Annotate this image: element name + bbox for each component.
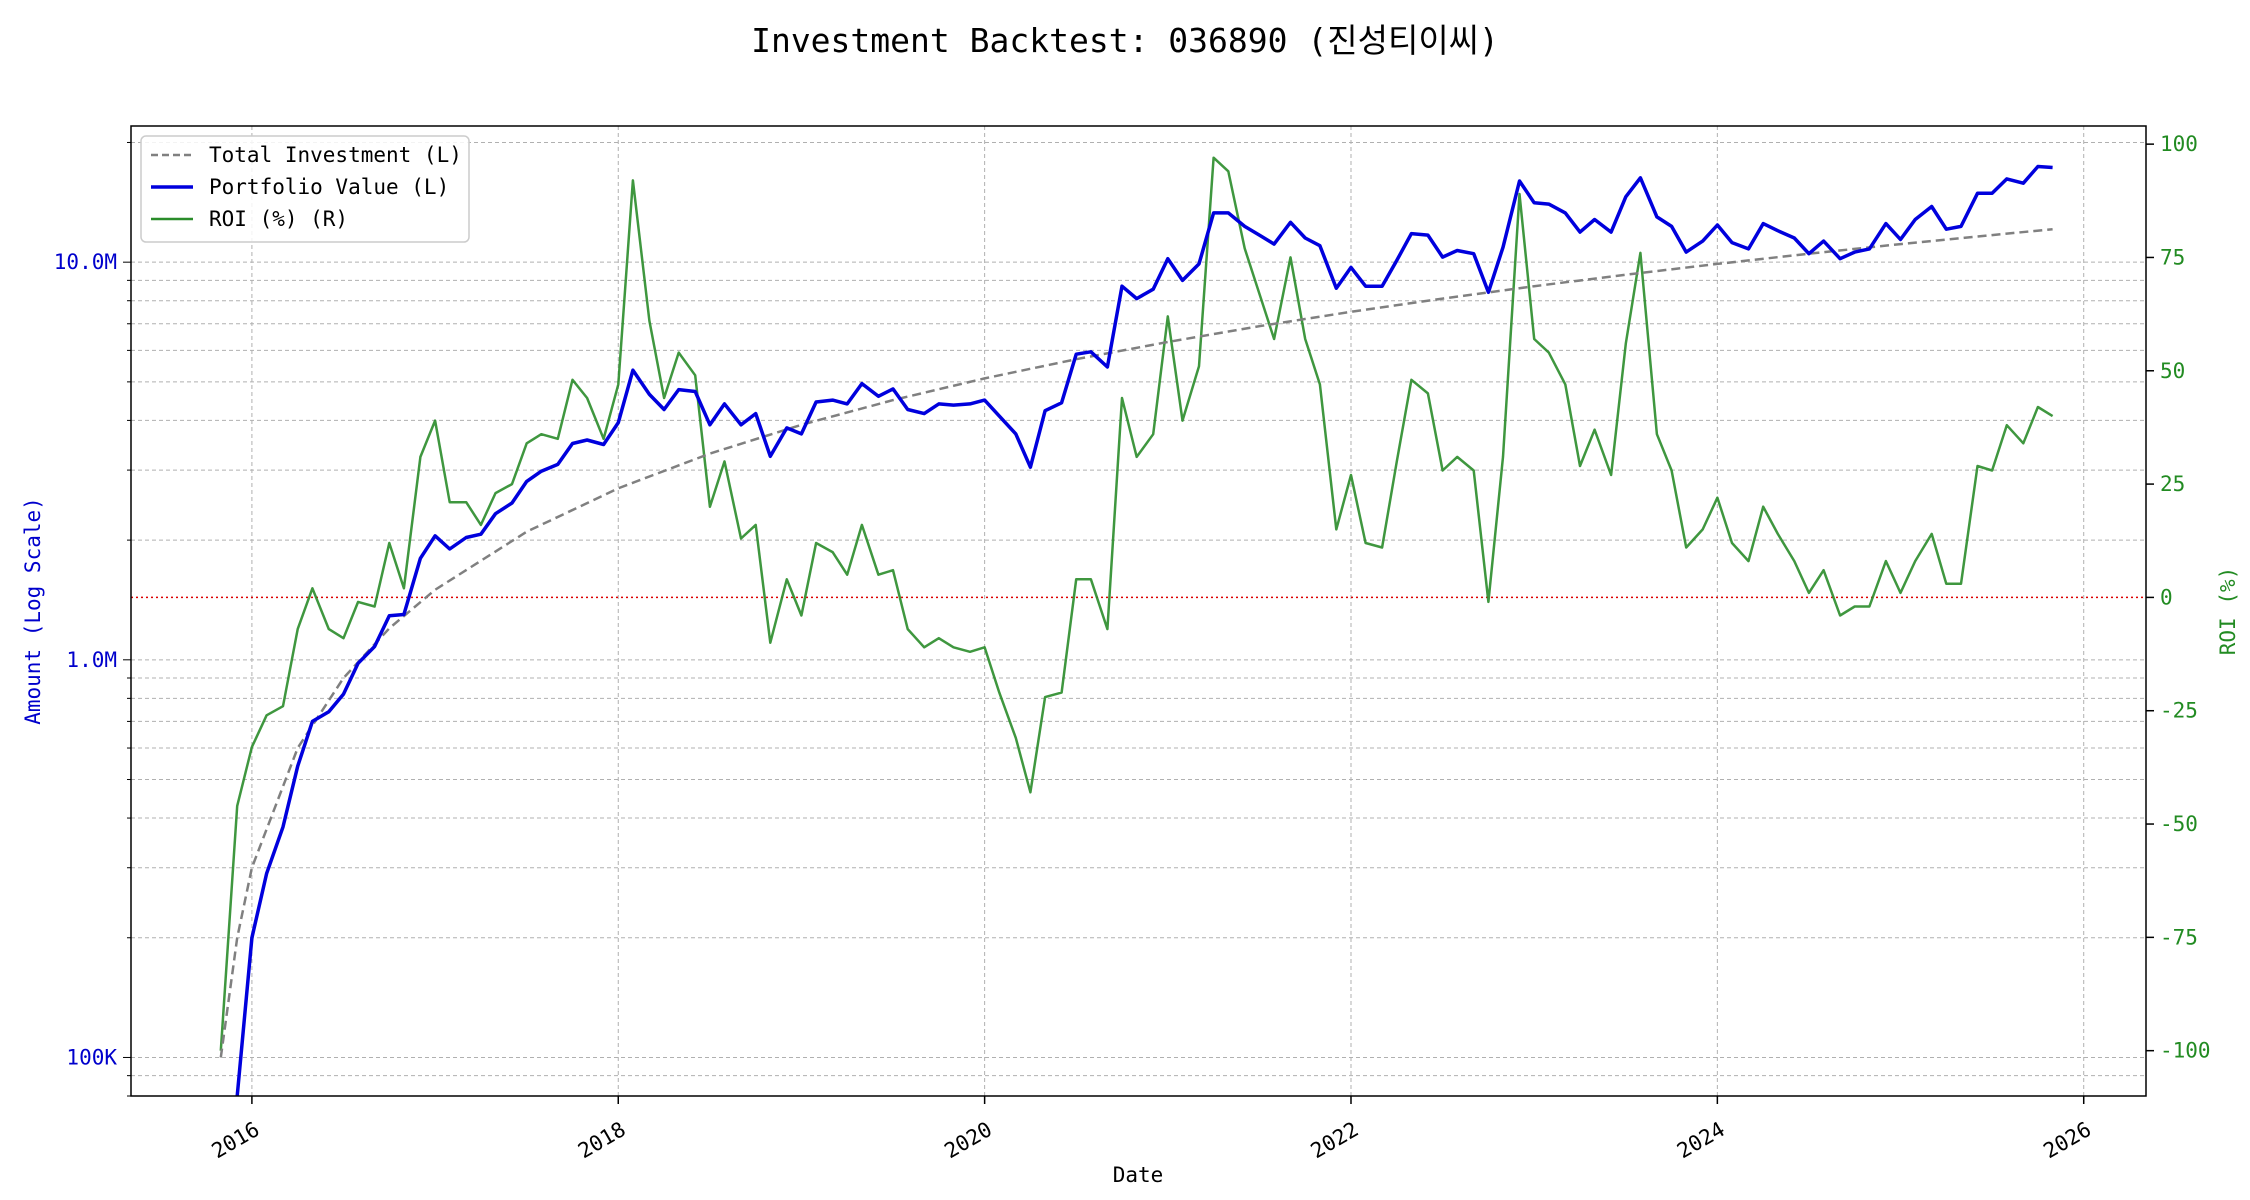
right-y-tick-label: 75 [2160, 245, 2185, 269]
x-tick-label: 2018 [574, 1117, 630, 1163]
right-y-tick-label: 25 [2160, 472, 2185, 496]
right-y-tick-label: -75 [2160, 925, 2198, 949]
right-y-tick-label: 50 [2160, 359, 2185, 383]
x-axis-ticks: 2016 2018 2020 2022 2024 2026 [208, 1096, 2095, 1163]
legend-label: Portfolio Value (L) [209, 175, 449, 199]
total-investment-line [219, 227, 2053, 1058]
grid-lines [131, 126, 2146, 1097]
x-tick-label: 2020 [940, 1117, 996, 1163]
x-tick-label: 2026 [2039, 1117, 2095, 1163]
right-y-axis-ticks: -100 -75 -50 -25 0 25 50 75 100 [2146, 132, 2211, 1063]
left-y-tick-label: 100K [66, 1045, 117, 1069]
right-y-tick-label: -25 [2160, 699, 2198, 723]
x-tick-label: 2022 [1307, 1117, 1363, 1163]
roi-line [219, 156, 2054, 1051]
right-y-tick-label: 0 [2160, 585, 2173, 609]
legend-label: Total Investment (L) [209, 143, 462, 167]
legend: Total Investment (L) Portfolio Value (L) R… [140, 135, 470, 243]
series-layer [219, 156, 2054, 1097]
plot-frame [130, 125, 2147, 1097]
right-y-tick-label: -100 [2160, 1039, 2211, 1063]
legend-label: ROI (%) (R) [209, 207, 348, 231]
right-y-tick-label: 100 [2160, 132, 2198, 156]
chart-title: Investment Backtest: 036890 (진성티이씨) [751, 21, 1499, 60]
right-y-tick-label: -50 [2160, 812, 2198, 836]
x-axis-label: Date [1113, 1163, 1164, 1187]
portfolio-value-line [235, 164, 2053, 1097]
left-y-tick-label: 1.0M [66, 648, 117, 672]
x-tick-label: 2016 [208, 1117, 264, 1163]
left-y-axis-label: Amount (Log Scale) [21, 497, 45, 725]
x-tick-label: 2024 [1673, 1117, 1729, 1163]
left-y-tick-label: 10.0M [54, 250, 117, 274]
right-y-axis-label: ROI (%) [2216, 567, 2240, 656]
legend-box [140, 135, 470, 243]
left-y-axis-ticks: 100K 1.0M 10.0M [54, 141, 131, 1097]
